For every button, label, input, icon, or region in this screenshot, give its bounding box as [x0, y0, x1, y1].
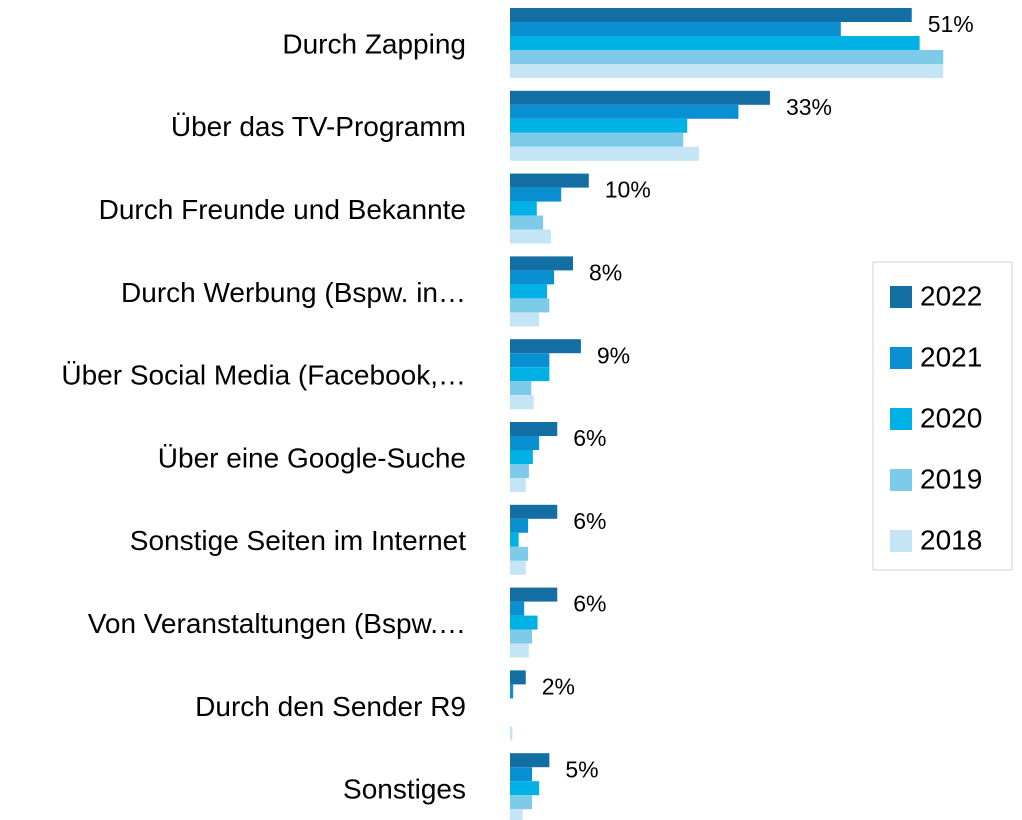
bar — [510, 22, 841, 36]
bar — [510, 353, 550, 368]
bar — [510, 270, 555, 285]
value-label: 5% — [565, 756, 598, 782]
bar — [510, 670, 526, 685]
category-label: Über eine Google-Suche — [158, 442, 466, 473]
bar — [510, 104, 739, 119]
bar — [510, 8, 912, 22]
value-label: 51% — [928, 11, 974, 37]
category-label: Durch den Sender R9 — [195, 691, 466, 722]
bar — [510, 90, 770, 105]
bar — [510, 367, 550, 382]
bar — [510, 450, 533, 464]
category-label: Sonstige Seiten im Internet — [130, 525, 466, 556]
bar — [510, 201, 537, 216]
bar — [510, 726, 513, 741]
bar — [510, 601, 525, 616]
bar — [510, 256, 574, 271]
bar — [510, 532, 519, 547]
bar — [510, 64, 944, 78]
bar — [510, 339, 581, 354]
bar — [510, 422, 558, 436]
legend-swatch — [890, 408, 912, 430]
legend-swatch — [890, 469, 912, 491]
bar — [510, 132, 684, 147]
category-label: Über Social Media (Facebook,… — [61, 360, 466, 391]
value-label: 6% — [573, 425, 606, 451]
legend-label: 2019 — [920, 463, 982, 494]
bar — [510, 795, 533, 810]
bar — [510, 518, 529, 533]
bar — [510, 478, 526, 492]
bar — [510, 809, 523, 820]
legend-label: 2022 — [920, 280, 982, 311]
bar — [510, 781, 540, 796]
bar — [510, 187, 562, 202]
legend-swatch — [890, 530, 912, 552]
value-label: 6% — [573, 591, 606, 617]
value-label: 9% — [597, 342, 630, 368]
bar — [510, 546, 529, 561]
legend-label: 2020 — [920, 402, 982, 433]
bar — [510, 146, 700, 161]
bar — [510, 298, 550, 313]
value-label: 2% — [542, 673, 575, 699]
bar — [510, 767, 533, 782]
category-label: Durch Freunde und Bekannte — [99, 194, 466, 225]
value-label: 8% — [589, 259, 622, 285]
category-label: Durch Werbung (Bspw. in… — [121, 277, 466, 308]
bar — [510, 173, 589, 188]
category-label: Durch Zapping — [282, 28, 466, 59]
bar — [510, 464, 529, 478]
bar — [510, 312, 540, 327]
category-label: Sonstiges — [343, 774, 466, 805]
bar — [510, 684, 514, 699]
bar — [510, 215, 544, 230]
bar — [510, 118, 688, 133]
category-label: Von Veranstaltungen (Bspw.… — [88, 608, 466, 639]
bar — [510, 643, 529, 658]
legend-label: 2018 — [920, 524, 982, 555]
legend-swatch — [890, 286, 912, 308]
bar — [510, 36, 920, 50]
bar — [510, 560, 526, 575]
value-label: 10% — [605, 177, 651, 203]
legend-label: 2021 — [920, 341, 982, 372]
value-label: 33% — [786, 94, 832, 120]
bar — [510, 587, 558, 602]
bar — [510, 753, 550, 768]
bar — [510, 381, 532, 396]
value-label: 6% — [573, 508, 606, 534]
bar — [510, 395, 534, 410]
bar — [510, 615, 538, 630]
bar — [510, 629, 533, 644]
category-label: Über das TV-Programm — [171, 111, 466, 142]
bar — [510, 504, 558, 519]
bar — [510, 50, 944, 64]
bar — [510, 229, 551, 244]
bar — [510, 284, 548, 299]
bar — [510, 436, 540, 450]
legend-swatch — [890, 347, 912, 369]
